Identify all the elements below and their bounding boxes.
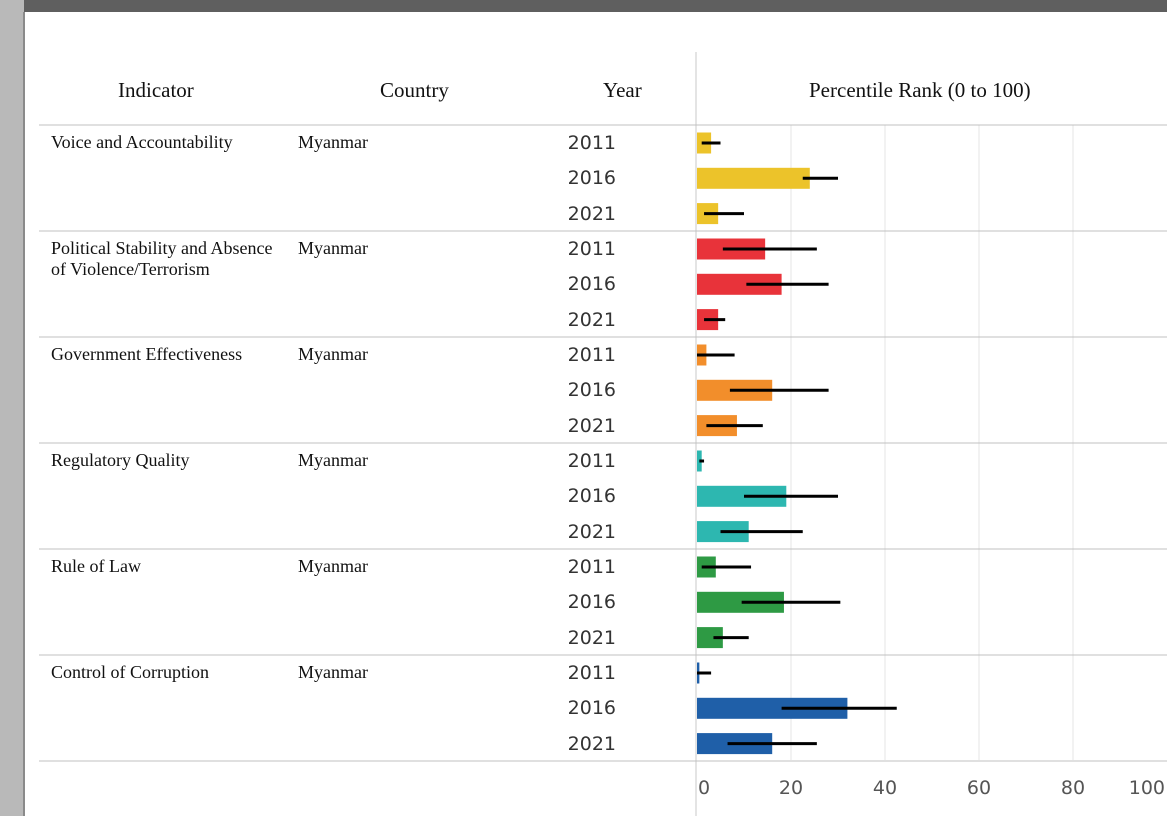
year-label: 2021 (567, 732, 616, 755)
year-label: 2011 (567, 238, 616, 260)
indicator-label: Rule of Law (51, 556, 141, 576)
indicator-label: Government Effectiveness (51, 344, 243, 364)
country-label: Myanmar (298, 662, 368, 682)
bar (697, 697, 848, 719)
year-label: 2016 (567, 485, 616, 508)
header-country: Country (380, 78, 449, 102)
year-label: 2021 (567, 202, 616, 225)
country-label: Myanmar (298, 132, 368, 152)
indicator-label: Voice and Accountability (51, 132, 233, 152)
year-label: 2021 (567, 520, 616, 543)
x-tick-label: 40 (873, 777, 897, 799)
country-label: Myanmar (298, 450, 368, 470)
year-label: 2021 (567, 308, 616, 331)
year-label: 2011 (567, 556, 616, 578)
bar (697, 485, 787, 507)
indicator-label: Regulatory Quality (51, 450, 190, 470)
year-label: 2011 (567, 344, 616, 366)
year-label: 2016 (567, 273, 616, 296)
year-label: 2021 (567, 626, 616, 649)
x-tick-label: 80 (1061, 777, 1085, 799)
window-frame-left (0, 0, 24, 816)
year-label: 2016 (567, 379, 616, 402)
bar (697, 167, 810, 189)
chart-title: Percentile Rank (0 to 100) (809, 78, 1031, 102)
x-tick-label: 100 (1129, 777, 1165, 799)
bar (697, 591, 784, 613)
country-label: Myanmar (298, 556, 368, 576)
country-label: Myanmar (298, 238, 368, 258)
year-label: 2011 (567, 662, 616, 684)
x-tick-label: 60 (967, 777, 991, 799)
x-tick-label: 20 (779, 777, 803, 799)
year-label: 2016 (567, 697, 616, 720)
header-indicator: Indicator (118, 78, 194, 102)
year-label: 2016 (567, 167, 616, 190)
x-tick-label: 0 (698, 777, 710, 799)
window-frame-left-edge (23, 12, 25, 816)
year-label: 2011 (567, 132, 616, 154)
indicator-label: Political Stability and Absence of Viole… (51, 238, 273, 279)
country-label: Myanmar (298, 344, 368, 364)
year-label: 2011 (567, 450, 616, 472)
window-frame-top (0, 0, 1167, 12)
bar (697, 627, 723, 649)
year-label: 2016 (567, 591, 616, 614)
header-year: Year (603, 78, 642, 102)
indicator-label: Control of Corruption (51, 662, 209, 682)
chart-panel (25, 12, 1167, 816)
bar (697, 273, 782, 295)
year-label: 2021 (567, 414, 616, 437)
